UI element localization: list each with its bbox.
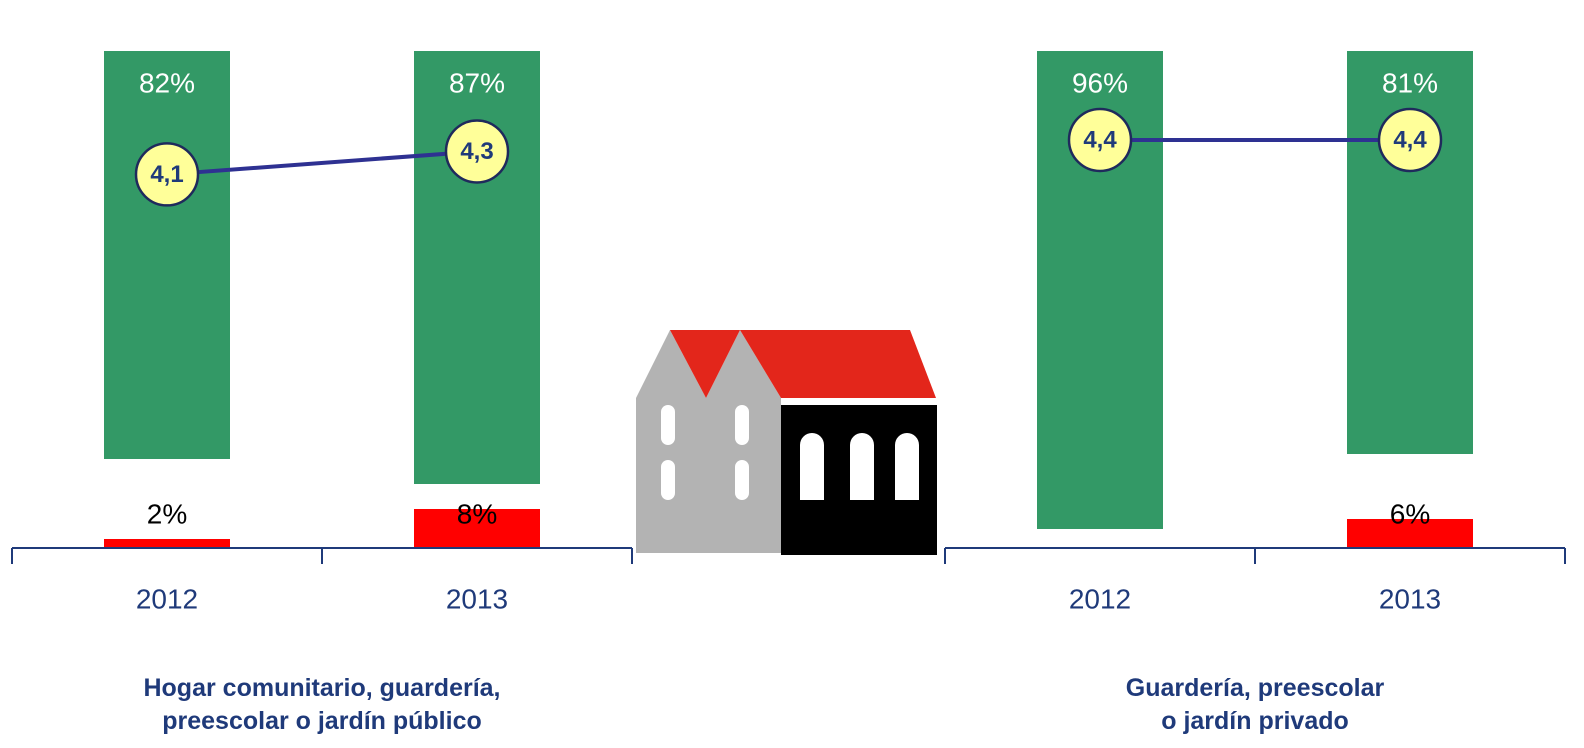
- x-tick-label: 2013: [1379, 583, 1441, 614]
- bar: [103, 538, 231, 548]
- line-label: 4,4: [1393, 126, 1427, 153]
- chart-title: Hogar comunitario, guardería, preescolar…: [12, 672, 632, 738]
- bar-label: 82%: [139, 67, 195, 98]
- school-icon: [636, 330, 937, 555]
- chart: 82% 87% 2% 8% 4,1 4,3 2012 2013 96% 81% 6% 4,4 4,4 20…: [0, 0, 1584, 748]
- page: {"chart_data": [ {"type": "bar", "title"…: [0, 0, 1584, 748]
- line-label: 4,3: [460, 138, 493, 165]
- bar-label: 96%: [1072, 67, 1128, 98]
- bar-label: 87%: [449, 67, 505, 98]
- x-tick-label: 2012: [136, 583, 198, 614]
- line-label: 4,4: [1083, 126, 1117, 153]
- bar-label: 81%: [1382, 67, 1438, 98]
- bar-label: 2%: [147, 498, 187, 529]
- bar-label: 8%: [457, 498, 497, 529]
- x-tick-label: 2013: [446, 583, 508, 614]
- bar-label: 6%: [1390, 498, 1430, 529]
- line-label: 4,1: [150, 161, 183, 188]
- chart-title: Guardería, preescolar o jardín privado: [945, 672, 1565, 738]
- bar: [103, 50, 231, 460]
- bar: [413, 50, 541, 485]
- x-tick-label: 2012: [1069, 583, 1131, 614]
